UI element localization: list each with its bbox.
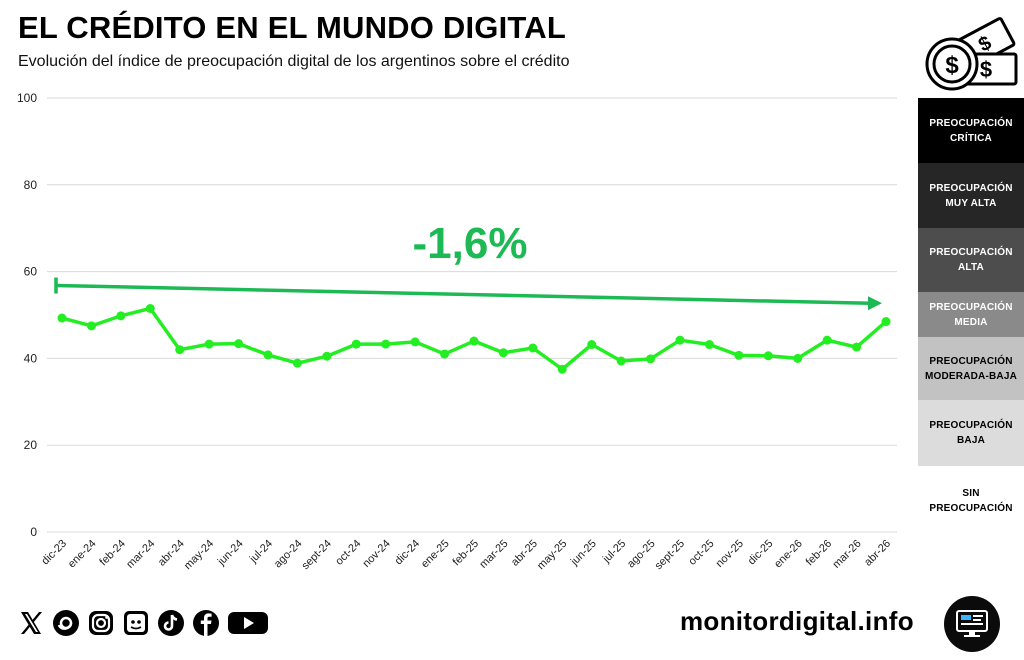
x-tick-label: ene-24: [66, 538, 99, 571]
svg-text:$: $: [980, 57, 992, 82]
x-tick-label: dic-25: [746, 538, 776, 568]
money-bills-icon: $ $ $: [924, 16, 1020, 92]
trend-arrow-head: [868, 296, 882, 311]
data-point: [587, 340, 597, 350]
y-tick-label: 40: [24, 351, 38, 365]
x-tick-label: sept-25: [653, 538, 687, 572]
data-point: [440, 349, 450, 359]
x-tick-label: jun-24: [215, 538, 246, 569]
youtube-icon[interactable]: [226, 608, 270, 638]
legend-band-5: PREOCUPACIÓN MODERADA-BAJA: [918, 337, 1024, 400]
data-point: [86, 321, 96, 331]
substack-icon[interactable]: [121, 608, 151, 638]
x-tick-label: feb-25: [451, 538, 482, 569]
data-point: [616, 356, 626, 366]
chart-title: EL CRÉDITO EN EL MUNDO DIGITAL: [18, 10, 566, 45]
data-point: [175, 345, 185, 355]
data-point: [351, 339, 361, 349]
legend-band-4: PREOCUPACIÓN MEDIA: [918, 292, 1024, 337]
data-point: [410, 337, 420, 347]
y-tick-label: 20: [24, 438, 38, 452]
x-tick-label: feb-24: [97, 538, 128, 569]
tiktok-icon[interactable]: [156, 608, 186, 638]
legend-band-2: PREOCUPACIÓN MUY ALTA: [918, 163, 1024, 228]
data-point: [322, 351, 332, 361]
data-point: [734, 350, 744, 360]
y-tick-label: 60: [24, 265, 38, 279]
x-tick-label: ago-25: [625, 538, 658, 571]
threads-icon[interactable]: [51, 608, 81, 638]
data-point: [557, 364, 567, 374]
data-point: [528, 343, 538, 353]
x-tick-label: abr-26: [862, 538, 893, 569]
data-point: [646, 354, 656, 364]
data-point: [469, 336, 479, 346]
legend-band-3: PREOCUPACIÓN ALTA: [918, 228, 1024, 292]
x-tick-label: ago-24: [272, 538, 305, 571]
social-links: [16, 606, 270, 640]
x-tick-label: sept-24: [300, 538, 334, 572]
website-label[interactable]: monitordigital.info: [680, 606, 914, 636]
x-tick-label: ene-26: [772, 538, 805, 571]
legend-band-7: SIN PREOCUPACIÓN: [918, 466, 1024, 536]
data-point: [793, 353, 803, 363]
x-tick-label: oct-24: [333, 538, 363, 568]
data-point: [292, 358, 302, 368]
x-tick-label: feb-26: [804, 538, 835, 569]
data-point: [822, 335, 832, 345]
data-point: [704, 340, 714, 350]
data-point: [881, 317, 891, 327]
data-point: [204, 339, 214, 349]
x-tick-label: dic-23: [39, 538, 69, 568]
x-tick-label: mar-26: [831, 538, 864, 571]
chart-subtitle: Evolución del índice de preocupación dig…: [18, 53, 570, 70]
y-tick-label: 0: [30, 525, 37, 539]
y-tick-label: 100: [17, 91, 37, 105]
legend-band-1: PREOCUPACIÓN CRÍTICA: [918, 98, 1024, 163]
x-tick-label: nov-24: [361, 538, 393, 570]
x-tick-label: mar-24: [124, 538, 157, 571]
legend-band-6: PREOCUPACIÓN BAJA: [918, 400, 1024, 466]
data-point: [57, 313, 67, 323]
y-tick-label: 80: [24, 178, 38, 192]
x-tick-label: mar-25: [477, 538, 510, 571]
svg-text:$: $: [945, 52, 959, 79]
x-tick-label: oct-25: [686, 538, 716, 568]
data-point: [116, 311, 126, 321]
data-point: [263, 350, 273, 360]
instagram-icon[interactable]: [86, 608, 116, 638]
facebook-icon[interactable]: [191, 608, 221, 638]
data-point: [498, 348, 508, 358]
x-tick-label: ene-25: [419, 538, 452, 571]
trend-change-label: -1,6%: [413, 219, 528, 268]
data-point: [234, 339, 244, 349]
data-point: [852, 342, 862, 352]
x-icon[interactable]: [16, 608, 46, 638]
x-tick-label: may-25: [535, 538, 569, 572]
x-tick-label: dic-24: [393, 538, 423, 568]
data-point: [381, 339, 391, 349]
concern-scale-legend: PREOCUPACIÓN CRÍTICA PREOCUPACIÓN MUY ALT…: [918, 98, 1024, 536]
monitor-logo-icon: [944, 596, 1000, 652]
data-point: [675, 335, 685, 345]
x-tick-label: nov-25: [714, 538, 746, 570]
x-tick-label: may-24: [182, 538, 216, 572]
trend-arrow-line: [55, 283, 871, 306]
x-tick-label: jun-25: [568, 538, 599, 569]
data-point: [145, 303, 155, 313]
data-point: [763, 351, 773, 361]
